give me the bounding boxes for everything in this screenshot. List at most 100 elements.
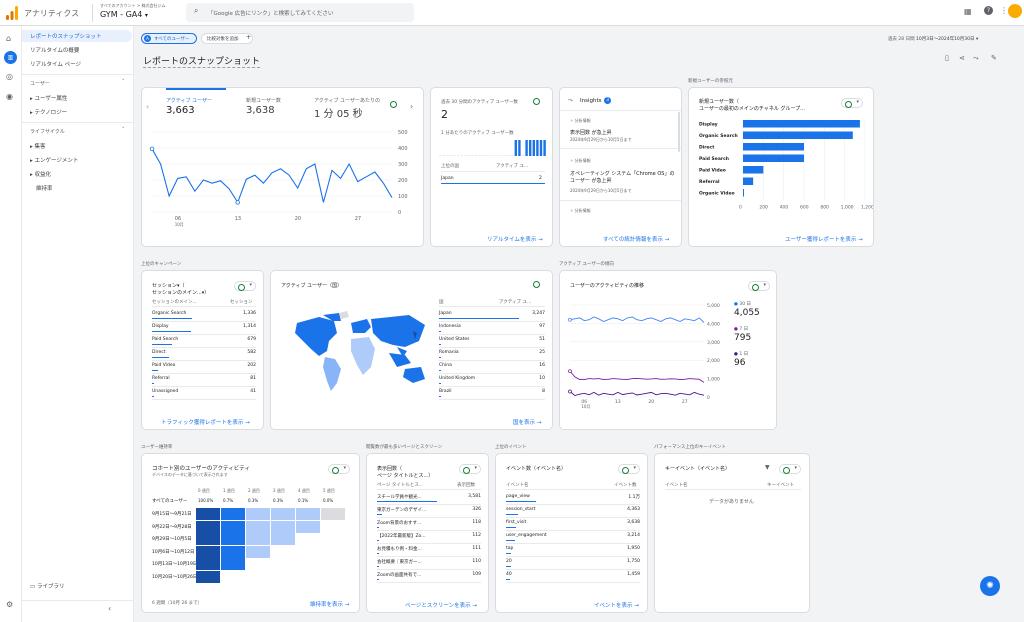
cohort-cell[interactable] — [246, 508, 270, 520]
cohort-cell[interactable] — [271, 520, 295, 533]
chevron-up-icon[interactable]: ˄ — [122, 79, 125, 85]
chevron-left-icon[interactable]: ‹ — [146, 102, 150, 111]
nav-item-library[interactable]: ▭ ライブラリ — [30, 582, 64, 590]
view-countries-link[interactable]: 国を表示 → — [513, 420, 542, 426]
nav-item-realtime-overview[interactable]: リアルタイムの概要 — [30, 48, 80, 54]
view-traffic-link[interactable]: トラフィック獲得レポートを表示 → — [161, 420, 250, 426]
cohort-cell[interactable] — [221, 508, 245, 520]
check-dropdown-button[interactable] — [748, 281, 770, 291]
share-icon[interactable]: ⋖ — [959, 54, 965, 62]
nav-item-demographics[interactable]: ▸ ユーザー属性 — [30, 94, 67, 102]
admin-gear-icon[interactable]: ⚙ — [6, 600, 14, 609]
cohort-cell[interactable] — [246, 520, 270, 533]
cohort-cell[interactable] — [296, 520, 320, 533]
edit-icon[interactable]: ✎ — [991, 54, 997, 62]
insights-trend-icon[interactable]: ⤳ — [973, 54, 979, 62]
category-label: Organic Search — [699, 133, 738, 139]
metric-tab-active-users[interactable]: アクティブ ユーザー — [166, 98, 212, 104]
nav-section-lifecycle[interactable]: ライフサイクル — [30, 129, 65, 135]
bar[interactable] — [743, 177, 754, 186]
cohort-cell[interactable] — [246, 533, 270, 545]
cohort-cell[interactable] — [221, 533, 245, 545]
nav-item-acquisition[interactable]: ▸ 集客 — [30, 142, 46, 150]
check-dropdown-button[interactable] — [459, 464, 481, 474]
cohort-cell[interactable] — [196, 533, 220, 545]
filter-icon[interactable]: ▼ — [765, 464, 770, 471]
segment-chip[interactable]: A すべてのユーザー — [141, 33, 197, 44]
collapse-nav-icon[interactable]: ‹ — [108, 604, 112, 613]
nav-item-realtime-pages[interactable]: リアルタイム ページ — [30, 62, 81, 68]
cohort-cell[interactable] — [196, 558, 220, 570]
check-circle-icon[interactable] — [390, 101, 397, 108]
nav-item-snapshot[interactable]: レポートのスナップショット — [30, 34, 102, 40]
cohort-cell[interactable] — [196, 570, 220, 583]
apps-grid-icon[interactable]: ▦ — [964, 7, 972, 16]
bar[interactable] — [743, 189, 744, 197]
date-range-selector[interactable]: 過去 28 日間 10月3日～2024年10月30日 ▾ — [888, 36, 978, 42]
breadcrumb[interactable]: すべてのアカウント > 株式会社ジム — [100, 3, 166, 8]
cohort-cell[interactable] — [221, 558, 245, 570]
bar[interactable] — [743, 143, 804, 151]
check-dropdown-button[interactable] — [328, 464, 350, 474]
view-acquisition-link[interactable]: ユーザー獲得レポートを表示 → — [785, 237, 863, 243]
metric-tab-new-users[interactable]: 新規ユーザー数 — [246, 98, 281, 104]
metric-tab-engagement-time[interactable]: アクティブ ユーザーあたりの — [314, 98, 380, 104]
check-dropdown-button[interactable] — [234, 281, 256, 291]
chevron-right-icon[interactable]: › — [410, 102, 414, 111]
chevron-down-icon: ▾ — [144, 12, 148, 19]
insight-text[interactable]: オペレーティング システム「Chrome OS」のユーザー が急上昇 — [570, 171, 675, 184]
nav-item-technology[interactable]: ▸ テクノロジー — [30, 108, 67, 116]
cohort-cell[interactable] — [246, 545, 270, 558]
insights-fab-button[interactable]: ✺ — [980, 576, 1000, 596]
view-realtime-link[interactable]: リアルタイムを表示 → — [487, 237, 543, 243]
view-events-link[interactable]: イベントを表示 → — [594, 603, 639, 609]
help-icon[interactable]: ? — [984, 6, 993, 15]
chevron-up-icon[interactable]: ˄ — [122, 127, 125, 133]
card-title[interactable]: セッション▾（ — [152, 283, 185, 289]
bar[interactable] — [743, 131, 853, 140]
cohort-cell[interactable] — [221, 545, 245, 558]
card-subtitle[interactable]: ページ タイトルとス...） — [377, 473, 434, 479]
view-retention-link[interactable]: 維持率を表示 → — [310, 602, 350, 608]
check-dropdown-button[interactable] — [618, 464, 640, 474]
home-icon[interactable]: ⌂ — [6, 34, 12, 43]
cohort-cell[interactable] — [296, 508, 320, 520]
scrollbar[interactable] — [678, 112, 680, 152]
check-dropdown-button[interactable] — [841, 98, 863, 108]
bar[interactable] — [743, 120, 860, 128]
advertising-icon[interactable]: ◉ — [6, 92, 13, 101]
property-selector[interactable]: GYM - GA4 ▾ — [100, 10, 148, 19]
card-title[interactable]: 表示回数（ — [377, 466, 403, 472]
nav-item-monetization[interactable]: ▸ 収益化 — [30, 170, 51, 178]
view-all-insights-link[interactable]: すべての統計情報を表示 → — [603, 237, 670, 243]
check-circle-icon[interactable] — [533, 281, 540, 288]
bar[interactable] — [743, 154, 804, 163]
more-vert-icon[interactable]: ⋮ — [1000, 6, 1008, 15]
cohort-cell[interactable] — [271, 508, 295, 520]
card-subtitle[interactable]: ユーザーの最初のメインのチャネル グループ... — [699, 106, 805, 112]
reports-icon[interactable]: ▥ — [4, 51, 17, 64]
avatar[interactable] — [1008, 4, 1022, 18]
explore-icon[interactable]: ◎ — [6, 72, 13, 81]
customize-icon[interactable]: ▯ — [945, 54, 949, 62]
cohort-cell[interactable] — [321, 508, 345, 520]
bar — [493, 155, 496, 156]
cohort-cell[interactable] — [221, 520, 245, 533]
insight-text[interactable]: 表示回数 が急上昇 — [570, 130, 612, 136]
compare-chip[interactable]: 比較対象を追加 + — [201, 33, 253, 44]
view-pages-link[interactable]: ページとスクリーンを表示 → — [405, 603, 477, 609]
nav-section-user[interactable]: ユーザー — [30, 81, 50, 87]
nav-item-retention[interactable]: 維持率 — [36, 186, 53, 192]
card-title[interactable]: 新規ユーザー数（ — [699, 99, 739, 105]
bar[interactable] — [743, 166, 764, 174]
card-subtitle[interactable]: セッションのメイン...▾） — [152, 290, 210, 296]
check-circle-icon[interactable] — [533, 98, 540, 105]
cohort-cell[interactable] — [196, 520, 220, 533]
cohort-cell[interactable] — [196, 545, 220, 558]
cohort-cell[interactable] — [196, 508, 220, 520]
nav-item-engagement[interactable]: ▸ エンゲージメント — [30, 156, 78, 164]
check-dropdown-button[interactable] — [779, 464, 801, 474]
search-box[interactable]: ⌕ 「Google 広告にリンク」と検索してみてください — [186, 3, 414, 22]
cohort-cell[interactable] — [271, 533, 295, 545]
world-map[interactable] — [289, 311, 431, 396]
